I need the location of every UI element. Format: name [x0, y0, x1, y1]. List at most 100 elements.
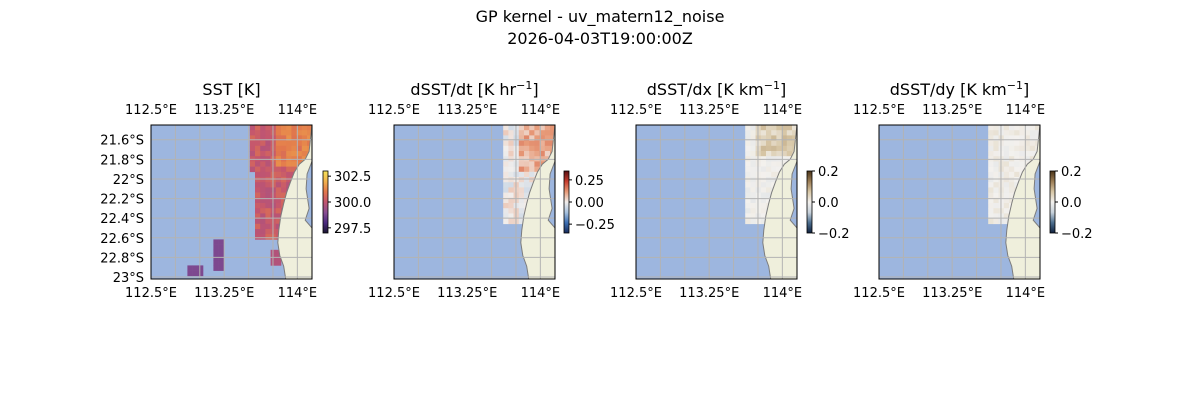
data-cell — [786, 151, 793, 157]
data-cell — [781, 135, 788, 141]
data-cell — [993, 171, 999, 178]
x-tick-label-bottom: 113.25°E — [679, 286, 739, 301]
map-frame — [635, 124, 798, 280]
colorbar-tick-label: 0.0 — [1061, 196, 1082, 211]
x-tick-label-top: 114°E — [763, 103, 803, 118]
data-cell — [291, 145, 297, 152]
data-cell — [213, 265, 219, 271]
data-cell — [255, 145, 261, 152]
data-cell — [993, 197, 999, 204]
colorbar — [806, 170, 813, 234]
data-cell — [1014, 151, 1020, 157]
data-cell — [760, 213, 767, 219]
data-cell — [301, 151, 308, 157]
data-cell — [187, 265, 193, 271]
data-cell — [518, 161, 525, 167]
data-cell — [275, 197, 282, 204]
data-cell — [275, 171, 282, 178]
data-cell — [1019, 145, 1025, 152]
data-cell — [760, 218, 767, 225]
data-cell — [260, 208, 266, 214]
data-cell — [1029, 130, 1036, 136]
x-tick-label-bottom: 113.25°E — [194, 286, 254, 301]
data-cell — [534, 130, 540, 136]
data-cell — [255, 208, 261, 214]
data-cell — [993, 161, 999, 167]
data-cell — [750, 135, 756, 141]
colorbar-tick-label: 0.2 — [1061, 165, 1082, 180]
data-cell — [1014, 166, 1020, 173]
data-cell — [1003, 140, 1010, 147]
data-cell — [1024, 145, 1031, 152]
data-cell — [993, 192, 999, 199]
data-cell — [766, 145, 772, 152]
data-cell — [518, 182, 525, 188]
data-cell — [503, 192, 509, 199]
data-cell — [301, 125, 308, 131]
data-cell — [281, 151, 287, 157]
data-cell — [776, 151, 782, 157]
data-cell — [750, 151, 756, 157]
data-cell — [1003, 208, 1010, 214]
data-cell — [265, 229, 271, 235]
data-cell — [539, 151, 546, 157]
data-cell — [988, 203, 994, 209]
data-cell — [745, 166, 751, 173]
gulf-water — [1032, 161, 1040, 229]
data-cell — [281, 161, 287, 167]
data-cell — [750, 140, 756, 147]
data-cell — [291, 151, 297, 157]
map-frame — [878, 124, 1041, 280]
x-tick-label-top: 112.5°E — [125, 103, 177, 118]
data-cell — [518, 151, 525, 157]
data-cell — [524, 187, 530, 193]
data-cell — [1009, 140, 1015, 147]
data-cell — [1035, 130, 1040, 136]
data-cell — [766, 197, 772, 204]
data-cell — [745, 208, 751, 214]
data-cell — [524, 177, 530, 183]
data-cell — [1003, 151, 1010, 157]
data-cell — [544, 151, 551, 157]
data-cell — [1009, 171, 1015, 178]
x-tick-label-top: 112.5°E — [610, 103, 662, 118]
data-cell — [776, 161, 782, 167]
data-cell — [1003, 218, 1010, 225]
x-tick-label-top: 114°E — [278, 103, 318, 118]
data-cell — [281, 125, 287, 131]
data-cell — [275, 177, 282, 183]
data-cell — [213, 244, 219, 251]
data-cell — [745, 171, 751, 178]
colorbar-tick-label: 302.5 — [334, 170, 371, 185]
data-cell — [993, 208, 999, 214]
data-cell — [1009, 192, 1015, 199]
data-cell — [766, 151, 772, 157]
x-tick-label-top: 114°E — [1006, 103, 1046, 118]
data-cell — [218, 265, 225, 271]
data-cell — [275, 166, 282, 173]
data-cell — [260, 125, 266, 131]
data-cell — [1003, 197, 1010, 204]
data-cell — [750, 166, 756, 173]
colorbar-tick-label: 297.5 — [334, 222, 371, 237]
x-tick-label-bottom: 114°E — [1006, 286, 1046, 301]
data-cell — [988, 161, 994, 167]
data-cell — [275, 140, 282, 147]
data-cell — [275, 182, 282, 188]
data-cell — [197, 270, 204, 277]
map-area — [879, 125, 1040, 279]
data-cell — [260, 182, 266, 188]
data-cell — [218, 244, 225, 251]
data-cell — [503, 125, 509, 131]
data-cell — [265, 140, 271, 147]
colorbar-tick-label: 0.0 — [818, 196, 839, 211]
data-cell — [187, 270, 193, 277]
data-cell — [766, 135, 772, 141]
colorbar-tick-label: 0.25 — [575, 174, 604, 189]
data-cell — [249, 166, 256, 173]
data-cell — [518, 177, 525, 183]
data-cell — [275, 203, 282, 209]
data-cell — [286, 130, 292, 136]
x-tick-label-top: 113.25°E — [922, 103, 982, 118]
data-cell — [503, 140, 509, 147]
